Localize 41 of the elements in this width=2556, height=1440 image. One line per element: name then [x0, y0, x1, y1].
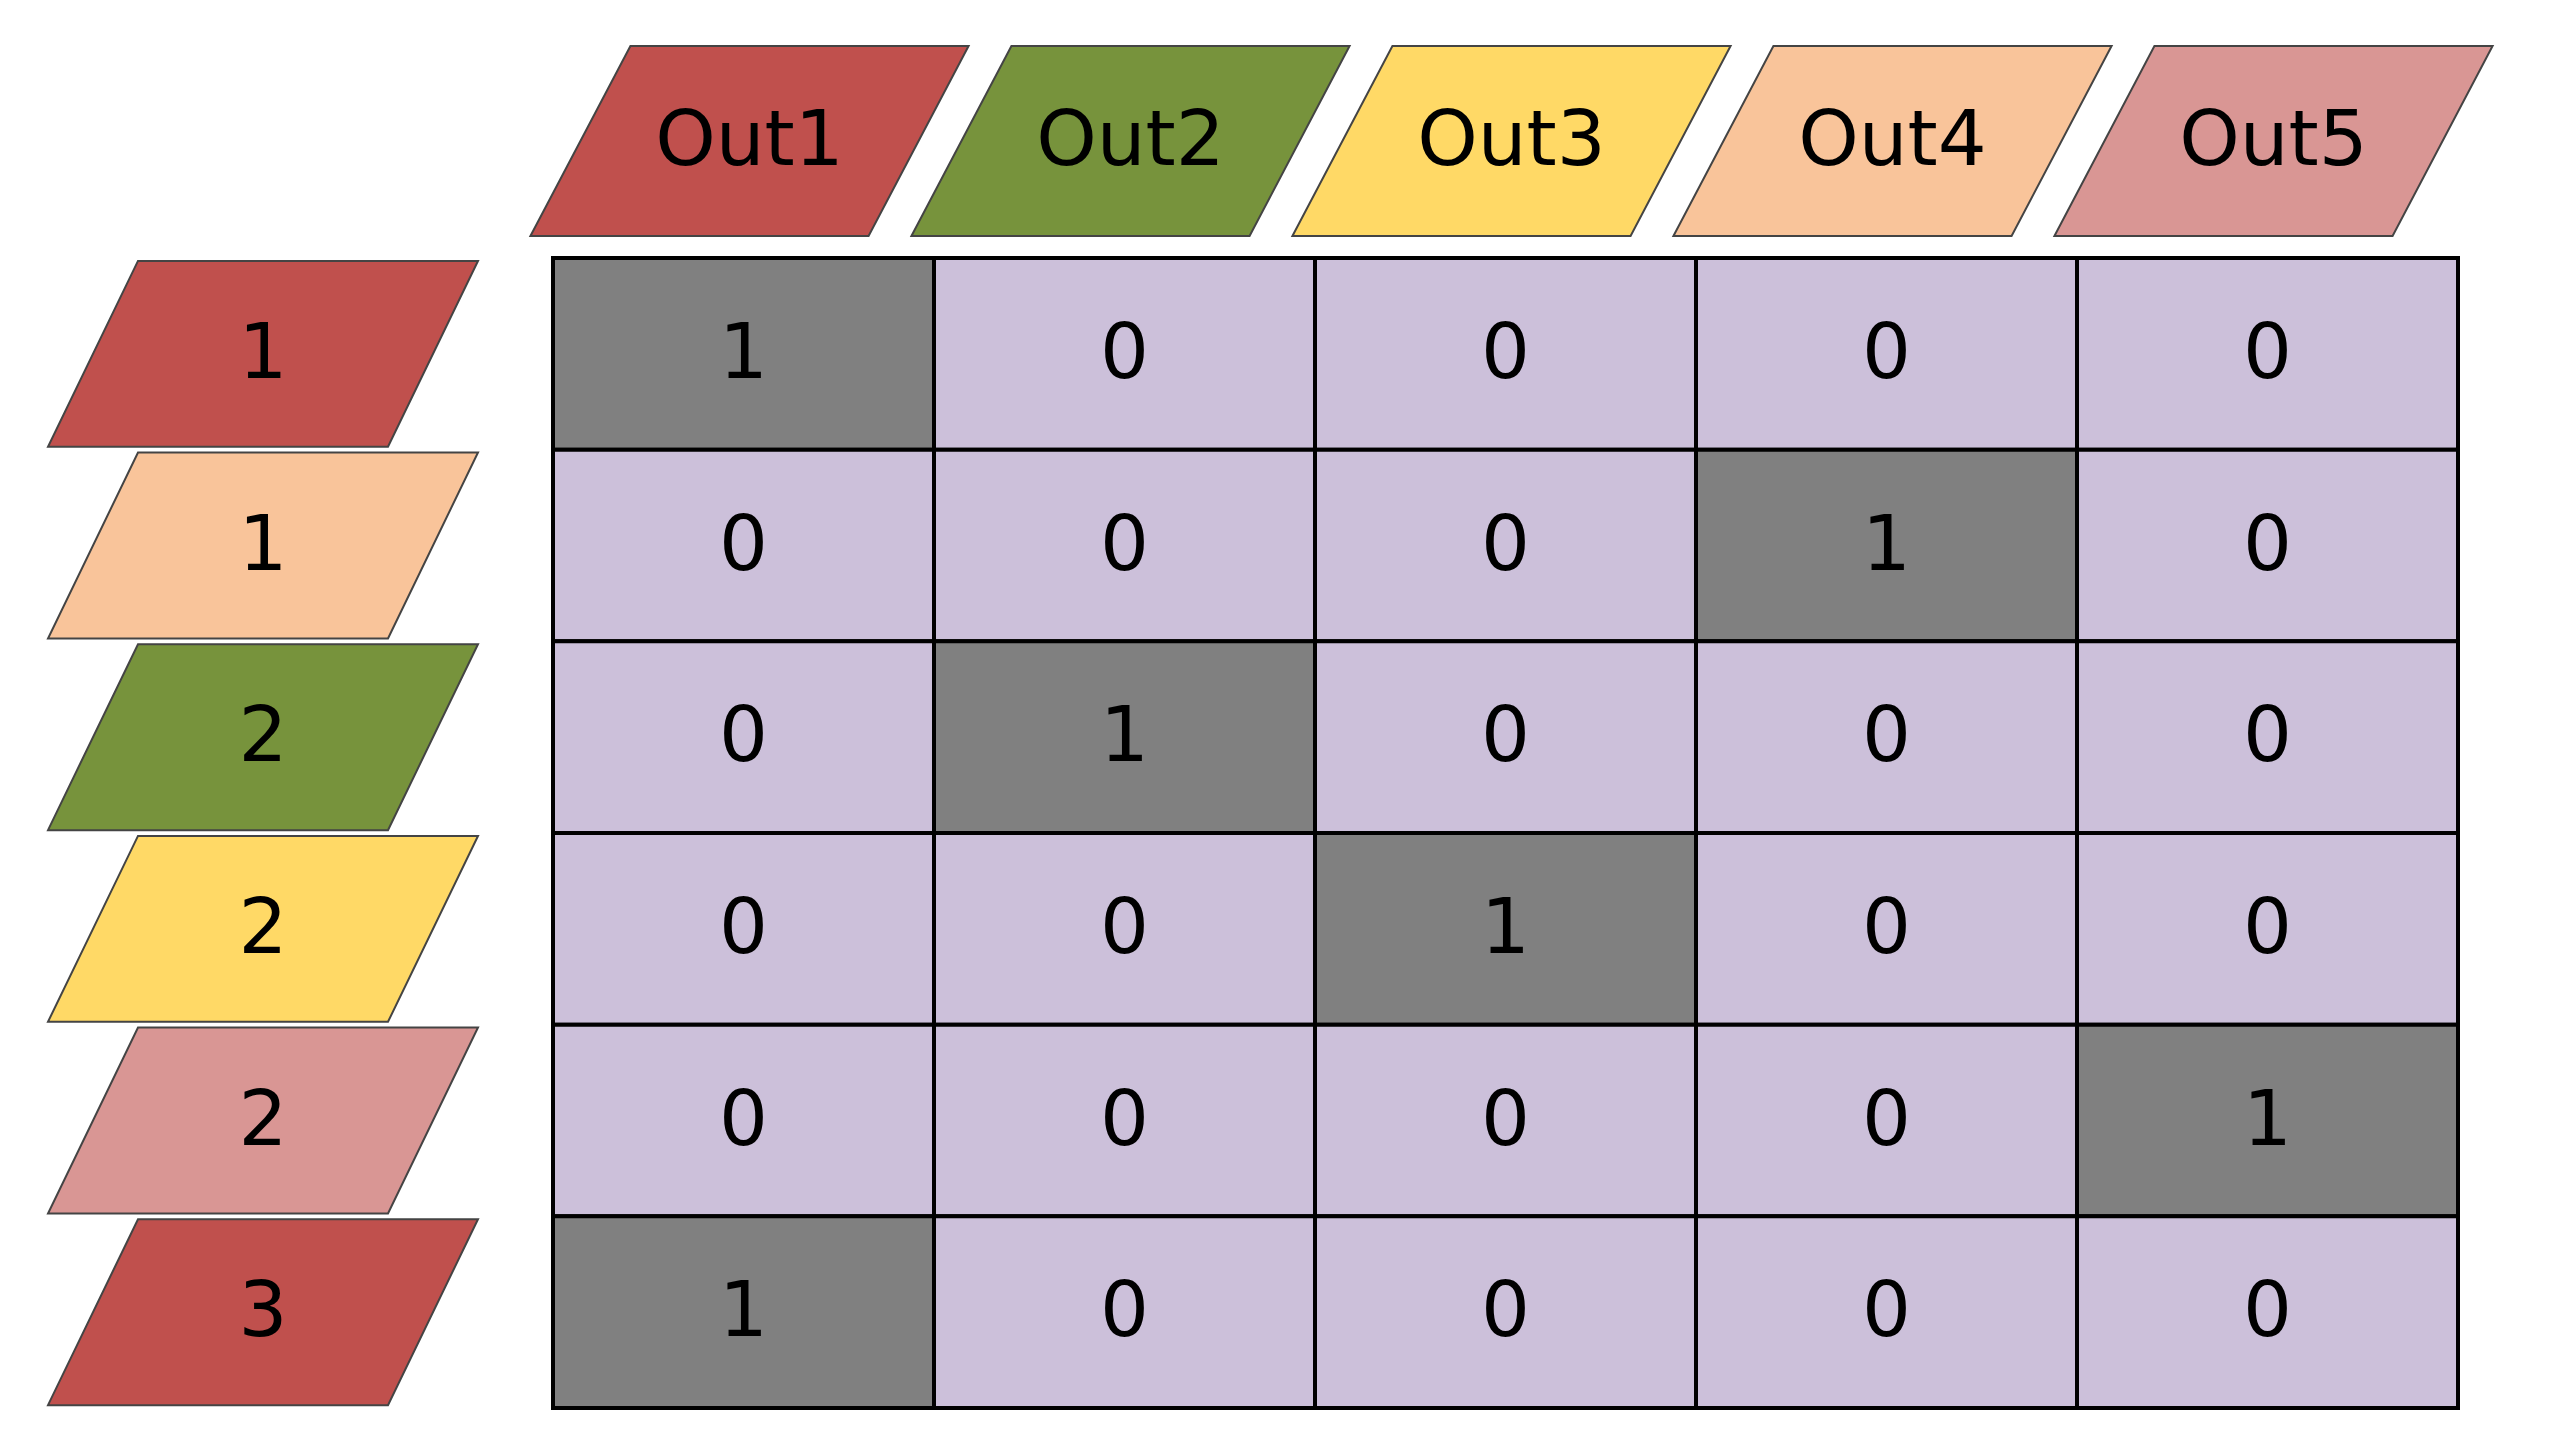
data-label: 0: [1100, 1265, 1149, 1355]
x-tick-label: Out3: [1417, 94, 1606, 183]
x-tick-label: Out2: [1036, 94, 1225, 183]
y-tick-label: 1: [238, 498, 288, 588]
data-label: 0: [1862, 1265, 1911, 1355]
data-label: 1: [719, 1265, 768, 1355]
data-label: 1: [1100, 690, 1149, 780]
data-label: 0: [1100, 1073, 1149, 1163]
data-label: 0: [719, 1073, 768, 1163]
data-label: 0: [1481, 690, 1530, 780]
data-label: 0: [1481, 306, 1530, 396]
data-label: 0: [719, 498, 768, 588]
data-label: 1: [719, 306, 768, 396]
y-tick-label: 2: [238, 690, 288, 780]
data-label: 0: [1862, 881, 1911, 971]
y-tick-label: 2: [238, 1073, 288, 1163]
data-label: 0: [1100, 881, 1149, 971]
data-label: 1: [2243, 1073, 2292, 1163]
y-tick-label: 1: [238, 306, 288, 396]
data-label: 0: [2243, 690, 2292, 780]
data-label: 0: [2243, 881, 2292, 971]
data-label: 0: [1481, 1073, 1530, 1163]
data-label: 0: [719, 690, 768, 780]
y-tick-label: 2: [238, 881, 288, 971]
x-tick-label: Out1: [655, 94, 844, 183]
data-label: 0: [1481, 498, 1530, 588]
data-label: 0: [1100, 306, 1149, 396]
data-label: 0: [1481, 1265, 1530, 1355]
data-label: 1: [1481, 881, 1530, 971]
data-label: 0: [1862, 306, 1911, 396]
data-label: 0: [2243, 498, 2292, 588]
data-label: 0: [719, 881, 768, 971]
data-label: 0: [2243, 306, 2292, 396]
x-tick-label: Out4: [1798, 94, 1987, 183]
data-label: 0: [2243, 1265, 2292, 1355]
data-label: 0: [1862, 690, 1911, 780]
data-label: 0: [1862, 1073, 1911, 1163]
y-tick-label: 3: [238, 1265, 288, 1355]
data-label: 1: [1862, 498, 1911, 588]
data-label: 0: [1100, 498, 1149, 588]
x-tick-label: Out5: [2179, 94, 2368, 183]
